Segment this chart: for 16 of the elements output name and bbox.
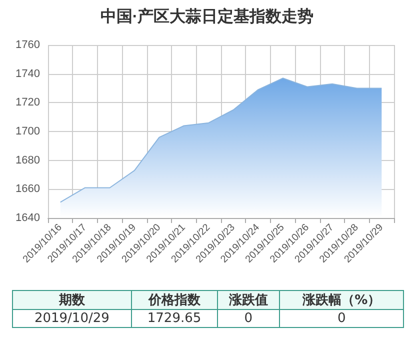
text: 0: [217, 310, 280, 328]
text: 2019/10/29: [12, 310, 132, 328]
text: 0: [280, 310, 404, 328]
y-tick-label: 1720: [16, 96, 40, 109]
text: 1729.65: [131, 310, 218, 328]
y-tick-label: 1680: [16, 154, 40, 166]
text: 期数: [12, 290, 132, 310]
y-tick-label: 1740: [16, 68, 40, 80]
chart-title: 中国·产区大蒜日定基指数走势: [100, 8, 314, 26]
y-tick-label: 1760: [16, 39, 40, 51]
y-tick-label: 1660: [16, 183, 40, 196]
text: 涨跌幅（%）: [280, 290, 404, 310]
text: 价格指数: [131, 290, 218, 310]
y-tick-label: 1640: [16, 212, 40, 224]
text: 涨跌值: [217, 290, 280, 310]
y-tick-label: 1700: [16, 126, 40, 138]
